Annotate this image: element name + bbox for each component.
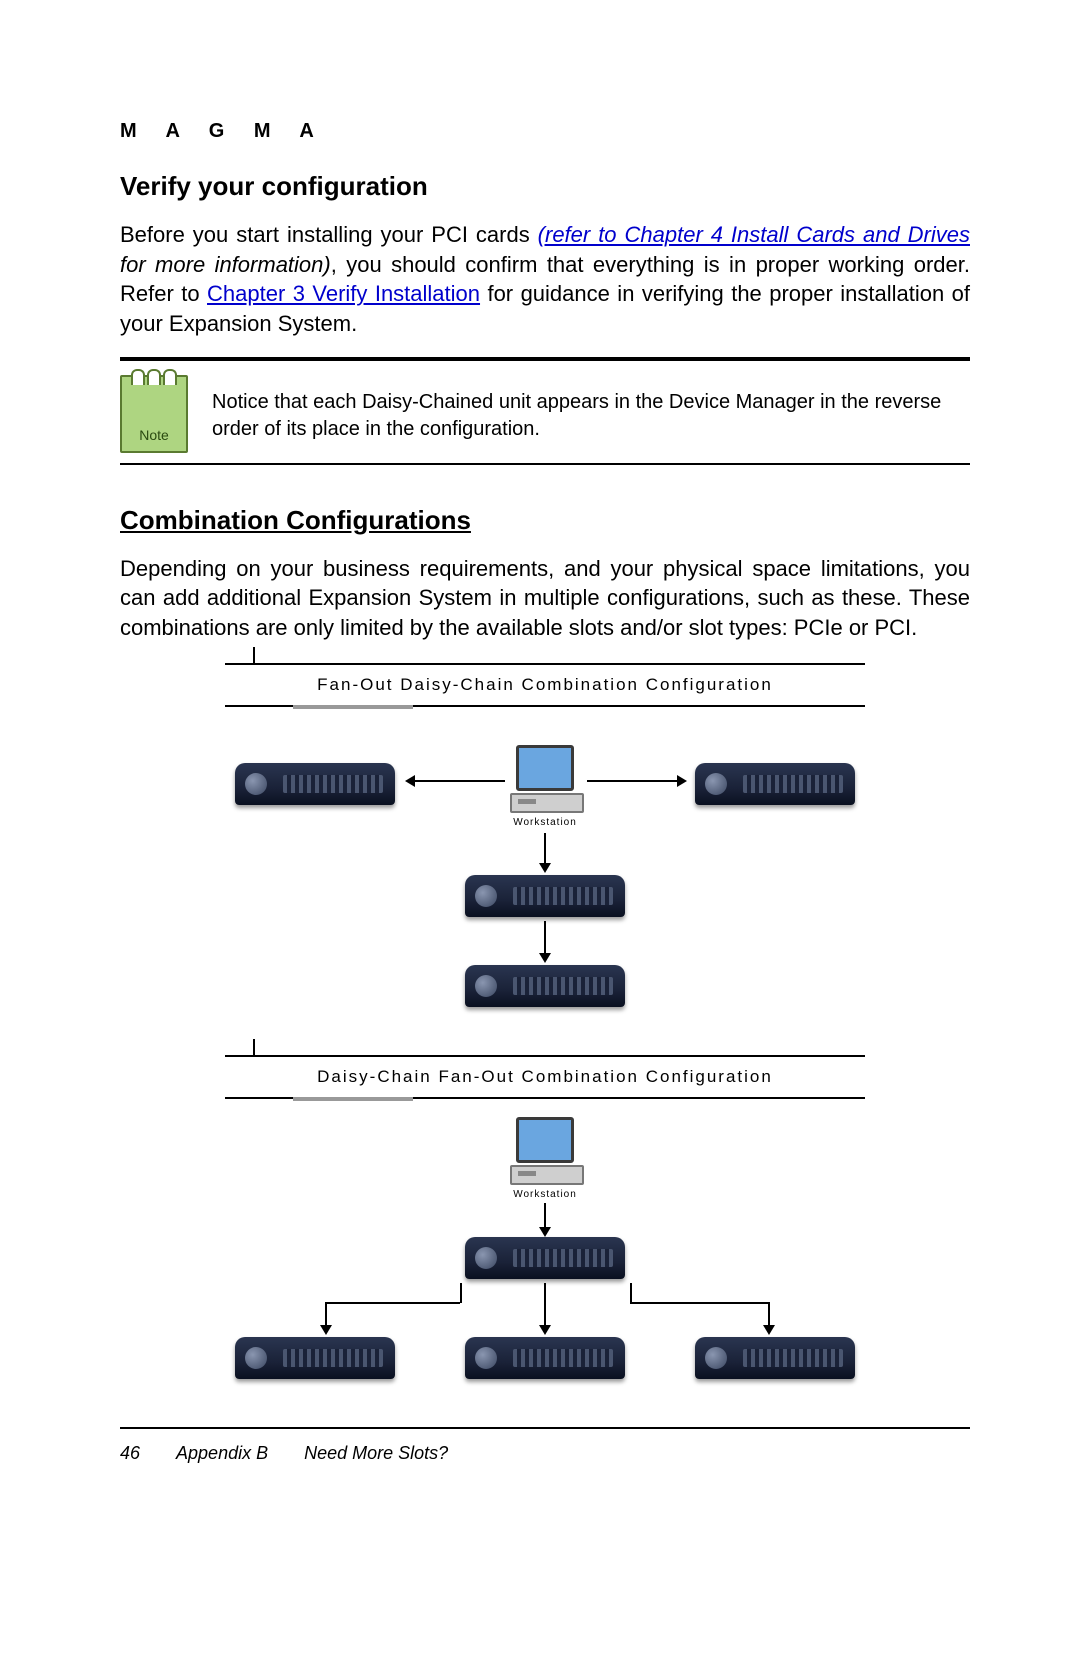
arrow — [630, 1302, 770, 1304]
arrow — [415, 780, 505, 782]
text: Before you start installing your PCI car… — [120, 222, 538, 247]
diagram2-title: Daisy-Chain Fan-Out Combination Configur… — [317, 1067, 773, 1086]
arrow — [544, 1203, 546, 1227]
rack-unit — [465, 965, 625, 1007]
brand-header: M A G M A — [120, 120, 970, 143]
para-verify: Before you start installing your PCI car… — [120, 220, 970, 339]
arrow-head — [320, 1325, 332, 1335]
diagram-title-bar: Daisy-Chain Fan-Out Combination Configur… — [225, 1055, 865, 1099]
workstation-label: Workstation — [510, 817, 580, 828]
link-chapter4[interactable]: (refer to Chapter 4 Install Cards and Dr… — [538, 222, 970, 247]
page-number: 46 — [120, 1443, 140, 1464]
arrow — [544, 833, 546, 863]
rack-unit — [465, 1337, 625, 1379]
arrow — [325, 1302, 460, 1304]
arrow — [587, 780, 677, 782]
arrow — [630, 1283, 632, 1303]
arrow — [544, 1283, 546, 1325]
rack-unit — [695, 763, 855, 805]
text: for more information) — [120, 252, 331, 277]
arrow-head — [405, 775, 415, 787]
divider — [120, 357, 970, 361]
section-verify-title: Verify your configuration — [120, 171, 970, 202]
section-combination-title: Combination Configurations — [120, 505, 970, 536]
diagram1-title: Fan-Out Daisy-Chain Combination Configur… — [317, 675, 773, 694]
arrow-head — [539, 863, 551, 873]
arrow — [325, 1302, 327, 1325]
footer-appendix: Appendix B — [176, 1443, 268, 1464]
arrow-head — [539, 953, 551, 963]
arrow — [544, 921, 546, 953]
footer-divider — [120, 1427, 970, 1429]
note-text: Notice that each Daisy-Chained unit appe… — [212, 375, 970, 443]
page-footer: 46 Appendix B Need More Slots? — [120, 1443, 970, 1464]
arrow-head — [539, 1325, 551, 1335]
arrow-head — [539, 1227, 551, 1237]
para-combination: Depending on your business requirements,… — [120, 554, 970, 643]
rack-unit — [465, 1237, 625, 1279]
arrow-head — [677, 775, 687, 787]
divider — [120, 463, 970, 465]
workstation-icon: Workstation — [510, 745, 580, 828]
arrow — [460, 1283, 462, 1303]
note-box: Note Notice that each Daisy-Chained unit… — [120, 375, 970, 453]
workstation-icon: Workstation — [510, 1117, 580, 1200]
note-icon: Note — [120, 375, 188, 453]
note-label: Note — [139, 427, 169, 443]
workstation-label: Workstation — [510, 1189, 580, 1200]
arrow-head — [763, 1325, 775, 1335]
footer-title: Need More Slots? — [304, 1443, 448, 1464]
diagram-daisy-fanout: Daisy-Chain Fan-Out Combination Configur… — [120, 1055, 970, 1397]
rack-unit — [695, 1337, 855, 1379]
arrow — [768, 1302, 770, 1325]
rack-unit — [235, 1337, 395, 1379]
link-chapter3[interactable]: Chapter 3 Verify Installation — [207, 281, 480, 306]
rack-unit — [235, 763, 395, 805]
diagram-fanout-daisy: Fan-Out Daisy-Chain Combination Configur… — [120, 663, 970, 1025]
rack-unit — [465, 875, 625, 917]
diagram-title-bar: Fan-Out Daisy-Chain Combination Configur… — [225, 663, 865, 707]
